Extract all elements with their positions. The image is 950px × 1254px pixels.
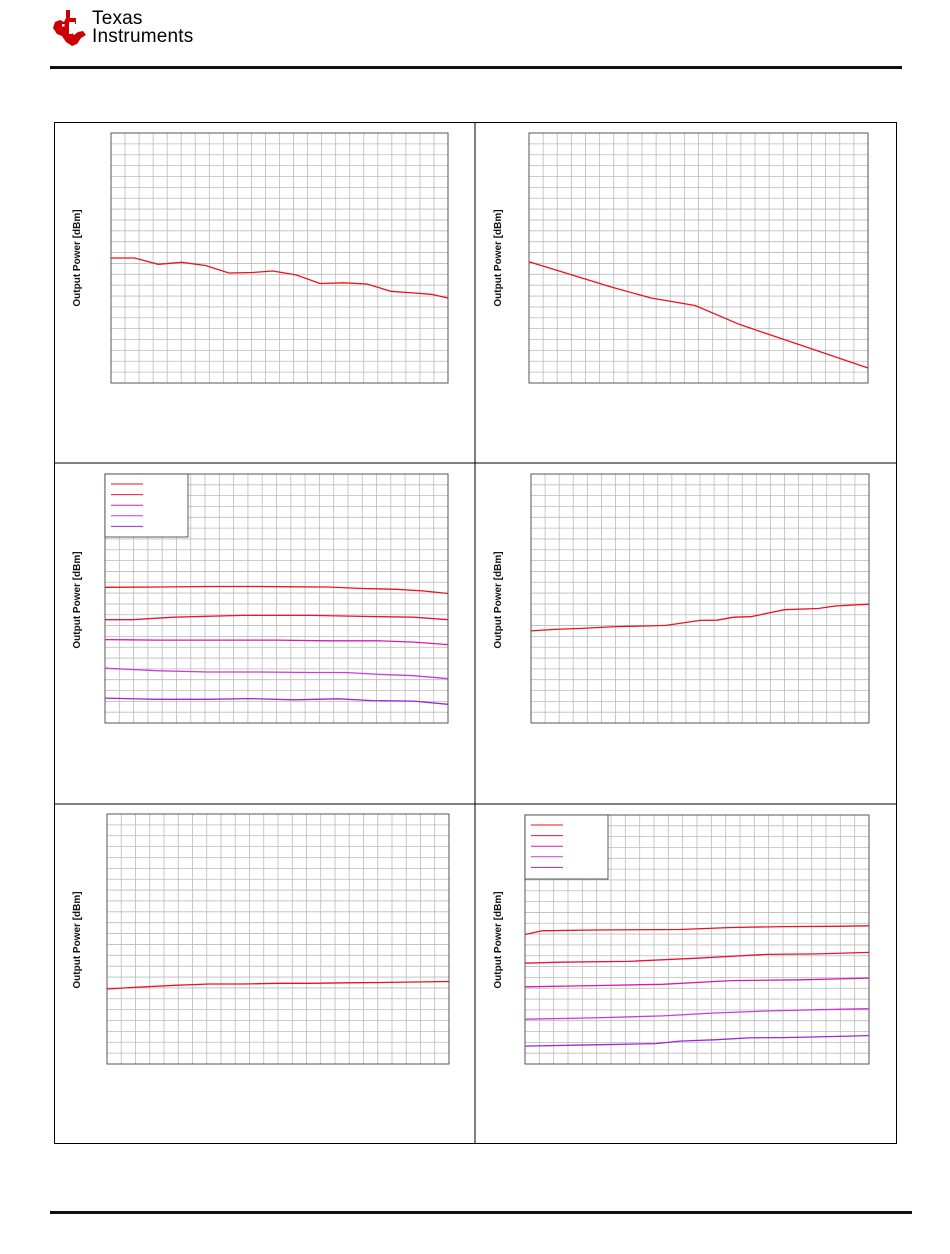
plot-border — [528, 132, 869, 384]
series-line-1 — [111, 257, 449, 299]
header-rule — [50, 66, 902, 69]
legend-box — [524, 814, 609, 880]
series-line-3 — [524, 977, 870, 988]
y-axis-label: Output Power [dBm] — [493, 891, 504, 988]
ti-logo: Texas Instruments — [50, 8, 230, 48]
brand-line-1: Texas — [92, 8, 143, 29]
series-line-3 — [104, 638, 449, 646]
page-header: Texas Instruments — [0, 0, 950, 70]
plot-border — [106, 813, 450, 1065]
chart-grid-frame — [54, 122, 897, 1144]
ti-state-logo-icon — [53, 10, 86, 46]
plot-border — [530, 473, 870, 724]
y-axis-label: Output Power [dBm] — [72, 209, 83, 306]
ti-wordmark: Texas Instruments — [92, 8, 194, 47]
series-line-1 — [524, 925, 870, 936]
series-line-1 — [528, 261, 869, 369]
series-line-4 — [104, 667, 449, 680]
y-axis-label: Output Power [dBm] — [72, 551, 83, 648]
series-line-2 — [524, 951, 870, 964]
series-line-1 — [104, 585, 449, 595]
series-line-1 — [530, 603, 870, 632]
series-line-5 — [104, 697, 449, 705]
series-line-5 — [524, 1034, 870, 1047]
y-axis-label: Output Power [dBm] — [493, 209, 504, 306]
y-axis-label: Output Power [dBm] — [493, 551, 504, 648]
series-line-4 — [524, 1008, 870, 1020]
brand-line-2: Instruments — [92, 26, 194, 47]
y-axis-label: Output Power [dBm] — [72, 891, 83, 988]
series-line-1 — [106, 980, 450, 990]
plot-border — [524, 814, 870, 1065]
footer-rule — [50, 1211, 912, 1214]
series-line-2 — [105, 614, 449, 621]
plot-border — [104, 473, 449, 724]
